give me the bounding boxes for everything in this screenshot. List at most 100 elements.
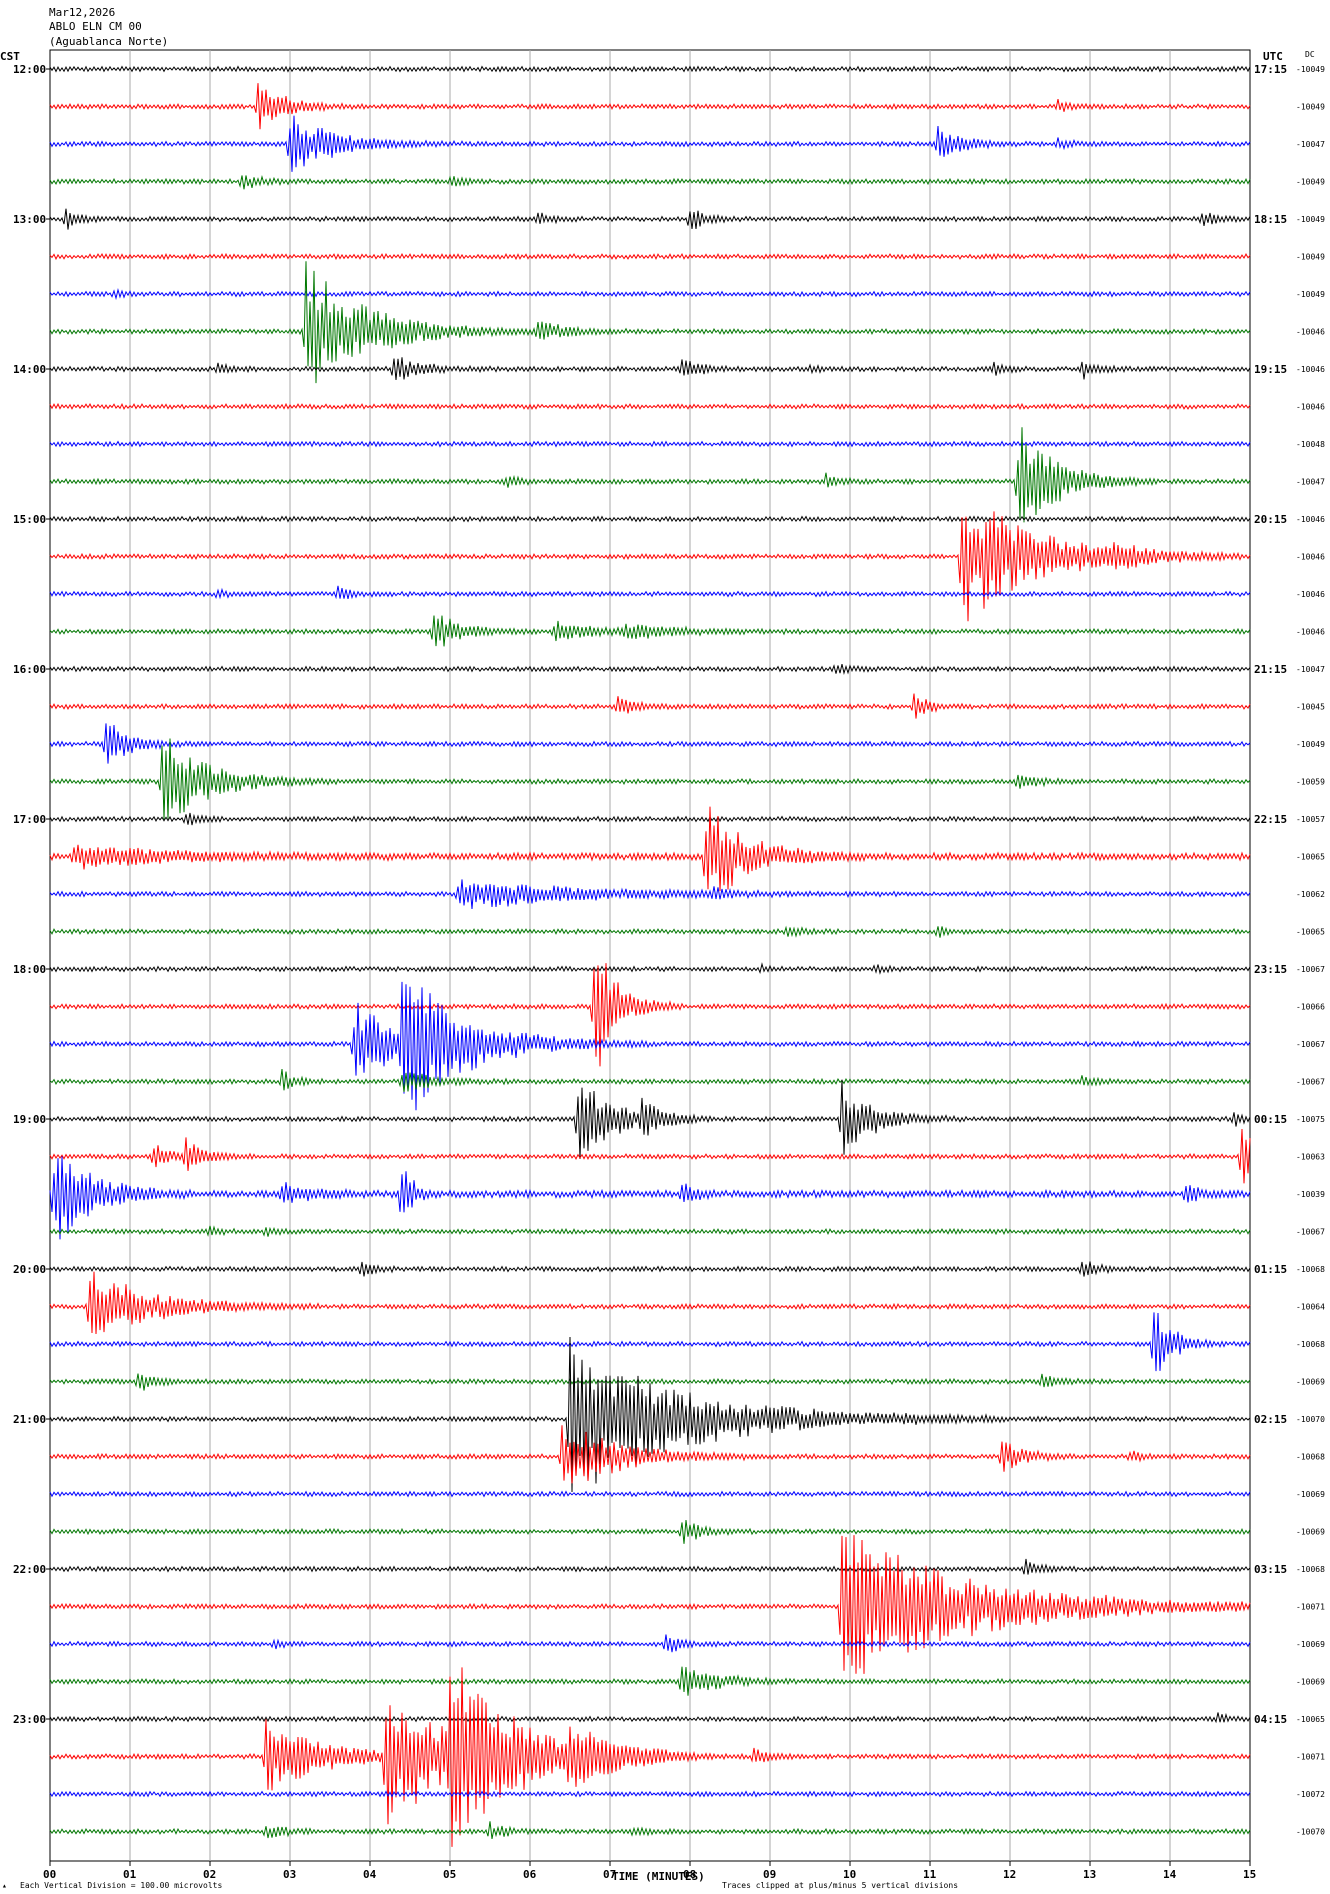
station-label: ABLO ELN CM 00	[49, 20, 142, 33]
dc-offset-label: -10071	[1296, 1603, 1325, 1612]
dc-offset-label: -10064	[1296, 1303, 1325, 1312]
cst-hour-label: 22:00	[13, 1563, 46, 1576]
dc-offset-label: -10068	[1296, 1340, 1325, 1349]
dc-offset-label: -10070	[1296, 1828, 1325, 1837]
left-timezone-label: CST	[0, 50, 20, 63]
dc-offset-label: -10039	[1296, 1190, 1325, 1199]
dc-offset-label: -10045	[1296, 703, 1325, 712]
trace-row	[49, 115, 1251, 172]
plot-frame	[49, 49, 1251, 1862]
utc-hour-label: 00:15	[1254, 1113, 1287, 1126]
utc-hour-label: 03:15	[1254, 1563, 1287, 1576]
x-axis-title: TIME (MINUTES)	[612, 1870, 705, 1883]
trace-row	[49, 879, 1251, 910]
trace-row	[49, 208, 1251, 230]
dc-offset-label: -10057	[1296, 815, 1325, 824]
trace-row	[49, 65, 1251, 73]
dc-offset-label: -10047	[1296, 140, 1325, 149]
trace-row	[49, 925, 1251, 938]
dc-offset-label: -10049	[1296, 103, 1325, 112]
dc-offset-label: -10048	[1296, 440, 1325, 449]
trace-row	[49, 1261, 1251, 1277]
utc-hour-label: 18:15	[1254, 213, 1287, 226]
cst-hour-label: 20:00	[13, 1263, 46, 1276]
dc-offset-label: -10046	[1296, 590, 1325, 599]
x-tick-label: 04	[363, 1868, 377, 1881]
x-tick-label: 09	[763, 1868, 776, 1881]
trace-row	[49, 723, 1251, 764]
dc-offset-label: -10072	[1296, 1790, 1325, 1799]
trace-row	[49, 663, 1251, 675]
dc-offset-label: -10065	[1296, 853, 1325, 862]
seismogram-traces	[49, 65, 1251, 1847]
trace-row	[49, 1225, 1251, 1237]
dc-offset-label: -10046	[1296, 553, 1325, 562]
trace-row	[49, 1519, 1251, 1544]
x-tick-label: 14	[1163, 1868, 1177, 1881]
trace-row	[49, 1069, 1251, 1092]
dc-offset-label: -10046	[1296, 365, 1325, 374]
trace-row	[49, 1712, 1251, 1724]
x-tick-label: 06	[523, 1868, 537, 1881]
dc-offset-label: -10070	[1296, 1415, 1325, 1424]
dc-offset-label: -10067	[1296, 1040, 1325, 1049]
utc-hour-label: 21:15	[1254, 663, 1287, 676]
utc-hour-labels: 17:15 18:15 19:15 20:15 21:15 22:15 23:15 00:15…	[1254, 63, 1287, 1726]
utc-hour-label: 04:15	[1254, 1713, 1287, 1726]
trace-row	[49, 1558, 1251, 1575]
dc-header-label: DC	[1305, 50, 1315, 59]
location-label: (Aguablanca Norte)	[49, 35, 168, 48]
trace-row	[49, 615, 1251, 647]
dc-offset-label: -10069	[1296, 1378, 1325, 1387]
x-tick-label: 02	[203, 1868, 216, 1881]
dc-offset-label: -10066	[1296, 1003, 1325, 1012]
utc-hour-label: 01:15	[1254, 1263, 1287, 1276]
x-tick-label: 13	[1083, 1868, 1096, 1881]
x-tick-labels: 00 01 02 03 04 05 06 07 08 09 10 11 12 13 14 15	[43, 1861, 1256, 1881]
dc-offset-label: -10069	[1296, 1528, 1325, 1537]
dc-offset-label: -10046	[1296, 328, 1325, 337]
dc-offset-labels: -10049 -10049 -10047 -10049 -10049 -10049 -100…	[1296, 65, 1325, 1837]
minute-gridlines	[129, 50, 1171, 1861]
dc-offset-label: -10062	[1296, 890, 1325, 899]
dc-offset-label: -10068	[1296, 1265, 1325, 1274]
dc-offset-label: -10068	[1296, 1565, 1325, 1574]
trace-row	[49, 962, 1251, 975]
utc-hour-label: 20:15	[1254, 513, 1287, 526]
x-tick-label: 00	[43, 1868, 56, 1881]
date-label: Mar12,2026	[49, 6, 115, 19]
scale-marker-icon: ▴	[2, 1881, 7, 1890]
trace-row	[49, 1790, 1251, 1798]
trace-row	[49, 1128, 1251, 1184]
dc-offset-label: -10067	[1296, 1228, 1325, 1237]
dc-offset-label: -10065	[1296, 1715, 1325, 1724]
dc-offset-label: -10049	[1296, 178, 1325, 187]
trace-row	[49, 515, 1251, 523]
dc-offset-label: -10071	[1296, 1753, 1325, 1762]
trace-row	[49, 402, 1251, 411]
trace-row	[49, 1336, 1251, 1493]
utc-hour-label: 17:15	[1254, 63, 1287, 76]
trace-row	[49, 287, 1251, 301]
x-tick-label: 10	[843, 1868, 856, 1881]
dc-offset-label: -10059	[1296, 778, 1325, 787]
x-tick-label: 03	[283, 1868, 296, 1881]
cst-hour-label: 18:00	[13, 963, 46, 976]
x-tick-label: 11	[923, 1868, 937, 1881]
cst-hour-label: 16:00	[13, 663, 46, 676]
trace-row	[49, 1079, 1251, 1160]
trace-row	[49, 1490, 1251, 1498]
dc-offset-label: -10047	[1296, 665, 1325, 674]
cst-hour-label: 19:00	[13, 1113, 46, 1126]
trace-row	[49, 812, 1251, 826]
dc-offset-label: -10046	[1296, 628, 1325, 637]
clipping-note: Traces clipped at plus/minus 5 vertical …	[722, 1881, 958, 1890]
dc-offset-label: -10049	[1296, 65, 1325, 74]
utc-hour-label: 02:15	[1254, 1413, 1287, 1426]
trace-row	[49, 981, 1251, 1111]
trace-row	[49, 1156, 1251, 1240]
trace-row	[49, 585, 1251, 600]
trace-row	[49, 1666, 1251, 1696]
trace-row	[49, 175, 1251, 190]
